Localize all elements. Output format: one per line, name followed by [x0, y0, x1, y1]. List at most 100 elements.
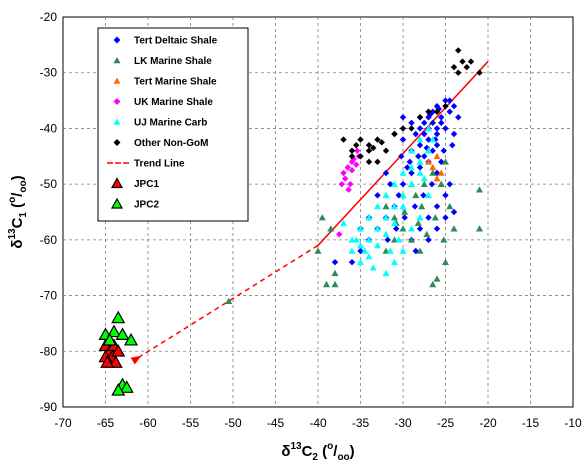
- data-point: [450, 102, 458, 110]
- x-tick-label: -60: [139, 416, 157, 430]
- data-point: [442, 125, 449, 132]
- x-tick-label: -15: [522, 416, 540, 430]
- data-point: [378, 139, 385, 146]
- data-point: [425, 214, 432, 221]
- data-point: [438, 114, 445, 121]
- data-point: [442, 97, 449, 104]
- legend-label: Trend Line: [134, 159, 185, 170]
- data-point: [111, 344, 126, 357]
- data-point: [414, 219, 422, 226]
- y-tick-label: -60: [40, 233, 58, 247]
- data-point: [420, 180, 428, 187]
- data-point: [425, 108, 432, 115]
- data-point: [446, 97, 453, 104]
- data-point: [336, 231, 343, 238]
- data-point: [374, 202, 381, 210]
- data-point: [382, 269, 390, 277]
- data-point: [416, 164, 424, 171]
- data-point: [408, 163, 415, 171]
- x-tick-label: -30: [394, 416, 412, 430]
- data-point: [408, 225, 415, 232]
- data-point: [406, 158, 413, 166]
- data-point: [399, 125, 407, 132]
- data-point: [365, 158, 373, 166]
- data-point: [323, 280, 330, 288]
- data-point: [318, 214, 326, 221]
- data-point: [446, 202, 454, 210]
- data-point: [365, 147, 373, 154]
- x-tick-label: -45: [267, 416, 285, 430]
- data-point: [450, 63, 458, 71]
- legend-label: Other Non-GoM: [134, 138, 208, 149]
- data-point: [455, 114, 462, 121]
- data-point: [369, 264, 377, 271]
- data-point: [119, 380, 134, 393]
- data-point: [408, 236, 415, 243]
- data-point: [420, 192, 427, 199]
- data-point: [102, 332, 117, 346]
- x-tick-label: -70: [54, 416, 72, 430]
- data-point: [455, 47, 462, 54]
- data-point: [348, 153, 356, 160]
- data-point: [357, 153, 364, 160]
- data-point: [352, 236, 360, 243]
- data-point: [416, 125, 424, 132]
- data-point: [455, 69, 462, 76]
- data-point: [433, 130, 441, 138]
- data-point: [340, 169, 347, 177]
- data-point: [421, 153, 428, 160]
- data-point: [361, 247, 369, 254]
- legend-swatch: [113, 77, 121, 84]
- data-point: [391, 219, 398, 226]
- data-point: [382, 230, 390, 238]
- data-point: [374, 192, 381, 199]
- data-point: [412, 130, 419, 138]
- y-axis-title: δ13C1 (o/oo): [7, 175, 29, 248]
- data-point: [433, 125, 441, 132]
- data-point: [442, 192, 449, 199]
- data-point: [442, 102, 449, 110]
- data-point: [391, 180, 398, 187]
- data-point: [327, 225, 335, 232]
- data-point: [416, 214, 424, 221]
- data-point: [412, 191, 420, 199]
- y-tick-label: -90: [40, 400, 58, 414]
- data-point: [357, 247, 364, 255]
- data-point: [391, 214, 398, 221]
- data-point: [442, 158, 449, 165]
- data-point: [365, 214, 373, 221]
- data-point: [408, 180, 415, 187]
- data-point: [440, 147, 447, 154]
- data-point: [374, 158, 381, 166]
- data-point: [401, 208, 409, 215]
- data-point: [416, 114, 424, 121]
- data-point: [345, 186, 352, 193]
- data-point: [408, 125, 415, 132]
- data-point: [391, 130, 398, 138]
- data-point: [429, 136, 437, 143]
- x-tick-label: -10: [564, 416, 582, 430]
- data-point: [384, 236, 391, 244]
- data-point: [111, 383, 126, 396]
- data-point: [476, 225, 483, 232]
- data-point: [331, 258, 339, 266]
- legend-label: JPC1: [134, 179, 159, 190]
- data-point: [425, 124, 432, 132]
- x-tick-label: -50: [224, 416, 242, 430]
- data-point: [425, 147, 432, 154]
- data-point: [450, 225, 458, 232]
- data-point: [437, 169, 445, 176]
- data-point: [382, 214, 390, 221]
- data-point: [370, 144, 377, 152]
- data-point: [425, 158, 432, 165]
- data-point: [374, 136, 381, 143]
- data-point: [467, 58, 475, 65]
- legend-swatch: [113, 118, 121, 125]
- data-point: [399, 136, 407, 143]
- x-tick-label: -20: [479, 416, 497, 430]
- data-point: [348, 158, 356, 166]
- data-point: [374, 225, 381, 232]
- data-point: [365, 141, 373, 149]
- data-point: [416, 141, 424, 149]
- data-point: [408, 169, 415, 177]
